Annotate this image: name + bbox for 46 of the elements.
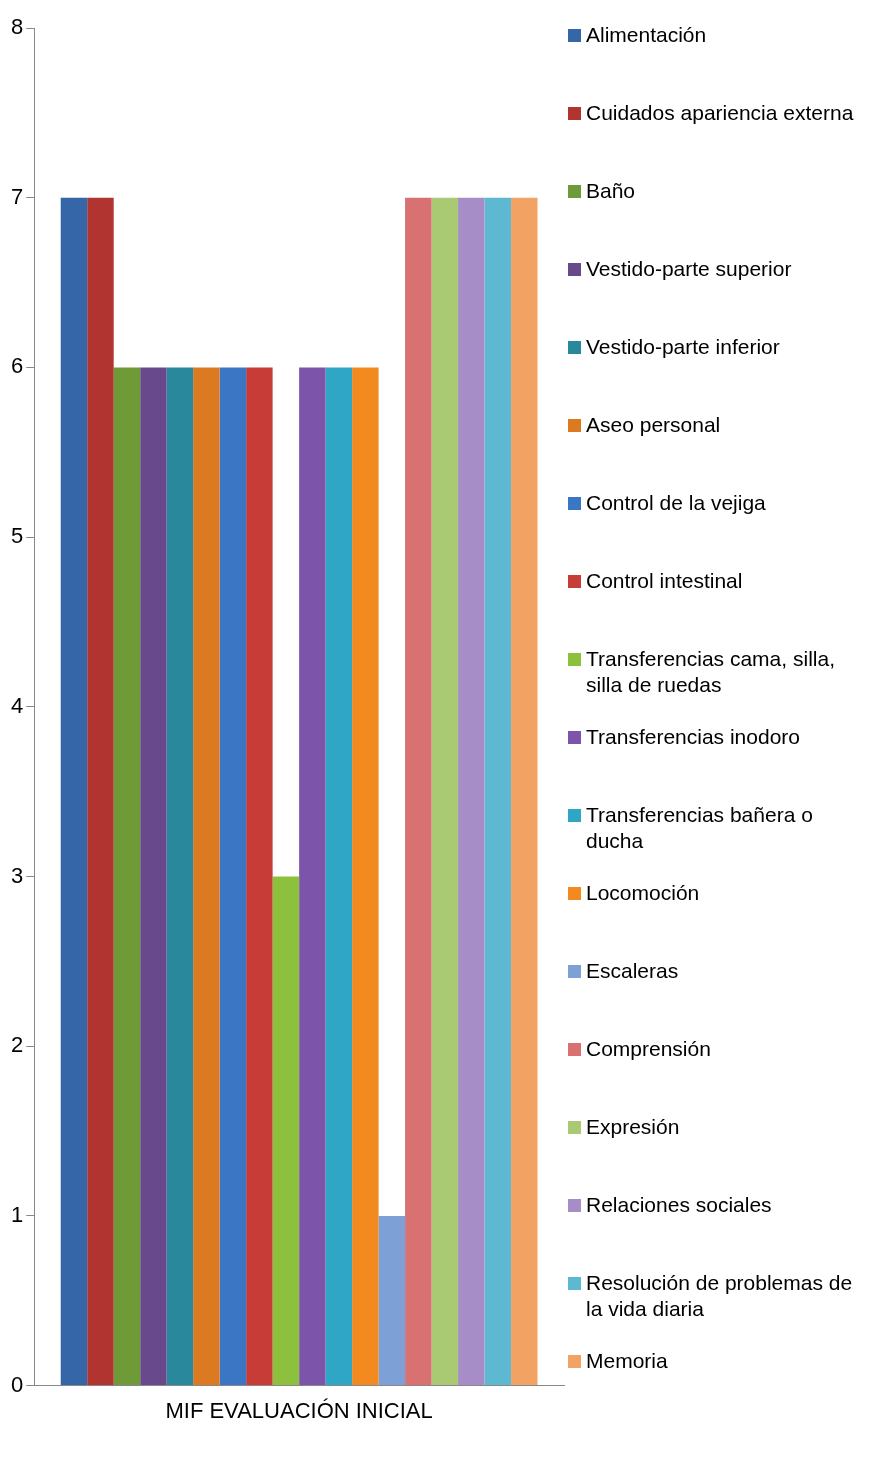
bar <box>325 367 353 1386</box>
bar <box>299 367 326 1386</box>
legend-label: Control de la vejiga <box>586 490 767 516</box>
legend-label: Expresión <box>586 1114 681 1140</box>
bar <box>87 197 114 1386</box>
legend-label: Comprensión <box>586 1036 712 1062</box>
legend-label: Transferencias cama, silla, silla de ruedas <box>586 646 836 698</box>
legend-label: Aseo personal <box>586 412 722 438</box>
x-tick-label: MIF EVALUACIÓN INICIAL <box>165 1397 433 1423</box>
legend-label: Locomoción <box>586 880 701 906</box>
bar <box>246 367 273 1386</box>
y-tick-label: 6 <box>10 353 24 379</box>
bar <box>431 197 459 1386</box>
legend-label: Escaleras <box>586 958 680 984</box>
y-tick-label: 0 <box>10 1371 24 1397</box>
y-tick-label: 7 <box>10 183 24 209</box>
bar <box>113 367 141 1386</box>
bar <box>60 197 88 1386</box>
y-tick-label: 3 <box>10 862 24 888</box>
bar <box>458 197 485 1386</box>
legend-label: Memoria <box>586 1348 669 1374</box>
bar <box>166 367 194 1386</box>
bar <box>352 367 379 1386</box>
legend-label: Transferencias bañera o ducha <box>586 802 814 854</box>
bar <box>405 197 432 1386</box>
legend-label: Vestido-parte superior <box>586 256 793 282</box>
legend-label: Alimentación <box>586 22 708 48</box>
bar <box>193 367 220 1386</box>
bar <box>140 367 167 1386</box>
legend-label: Transferencias inodoro <box>586 724 801 750</box>
bar <box>272 876 300 1386</box>
y-tick-label: 4 <box>10 692 24 718</box>
legend-label: Relaciones sociales <box>586 1192 773 1218</box>
legend-label: Vestido-parte inferior <box>586 334 781 360</box>
legend-label: Baño <box>586 178 637 204</box>
y-tick-label: 1 <box>10 1201 24 1227</box>
bar <box>484 197 512 1386</box>
y-tick-label: 5 <box>10 523 24 549</box>
bar <box>219 367 247 1386</box>
bar <box>378 1215 406 1386</box>
legend-label: Cuidados apariencia externa <box>586 100 854 126</box>
legend-label: Control intestinal <box>586 568 744 594</box>
y-tick-label: 8 <box>10 14 24 40</box>
y-tick-label: 2 <box>10 1032 24 1058</box>
bar <box>511 197 538 1386</box>
legend-label: Resolución de problemas de la vida diaria <box>586 1270 854 1322</box>
